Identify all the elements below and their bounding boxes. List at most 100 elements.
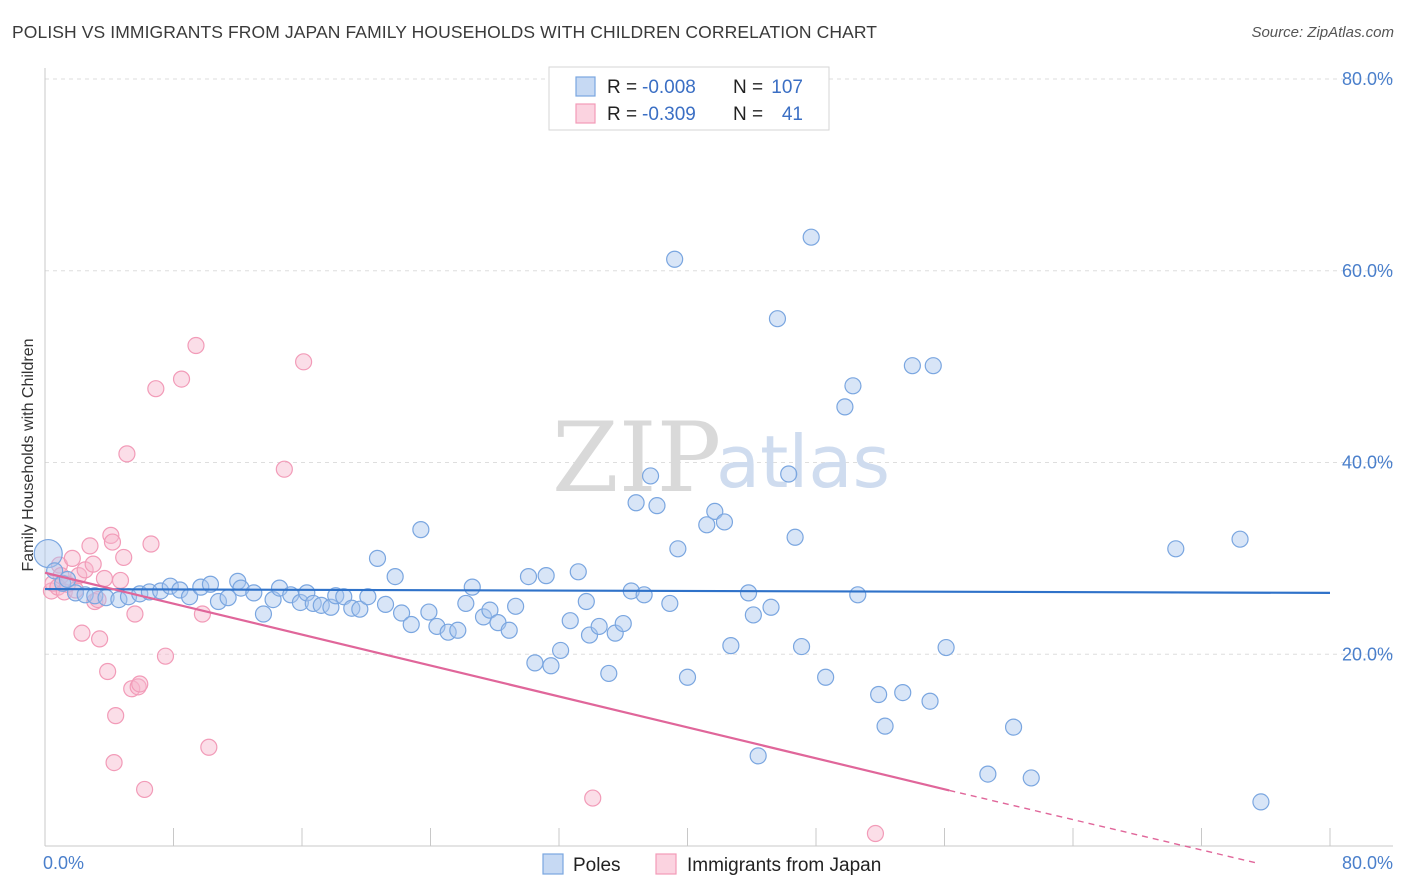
japan-point [107, 707, 125, 725]
poles-point [209, 592, 228, 611]
poles-point [722, 637, 740, 655]
japan-point [156, 647, 175, 665]
poles-point [420, 603, 438, 621]
japan-point [115, 548, 133, 567]
poles-point [715, 513, 734, 531]
poles-point [449, 621, 467, 639]
poles-point [245, 584, 263, 602]
source-label: Source: ZipAtlas.com [1251, 24, 1394, 41]
japan-point [131, 675, 149, 693]
y-tick-labels: 20.0% 40.0% 60.0% 80.0% [1342, 69, 1393, 664]
legend-n-label-poles: N = [733, 77, 763, 98]
japan-point [95, 569, 114, 588]
poles-point [232, 579, 250, 597]
poles-point [577, 592, 595, 611]
poles-point [641, 467, 660, 485]
poles-point [537, 567, 555, 585]
poles-point [749, 747, 767, 765]
japan-point [103, 533, 122, 551]
y-tick-label-80: 80.0% [1342, 69, 1393, 89]
japan-point [172, 370, 191, 388]
japan-point [105, 753, 123, 772]
legend-n-value-japan: 41 [782, 104, 803, 125]
poles-point [786, 528, 804, 546]
poles-point [844, 377, 862, 395]
poles-point [661, 594, 679, 613]
series-legend-swatch-poles [542, 853, 564, 875]
japan-trend-line-extension [949, 789, 1258, 864]
legend-r-value-japan: -0.309 [642, 104, 696, 125]
poles-point [870, 685, 888, 704]
poles-point [792, 637, 811, 656]
y-axis-label: Family Households with Children [20, 339, 37, 572]
poles-point [979, 765, 997, 783]
japan-trend-line [44, 571, 950, 792]
japan-point [135, 780, 154, 799]
poles-point [402, 615, 420, 634]
japan-point [147, 380, 165, 398]
correlation-legend: R = -0.008 N = 107 R = -0.309 N = 41 [548, 66, 830, 131]
poles-point [1252, 793, 1270, 811]
japan-point [123, 680, 141, 698]
y-tick-label-60: 60.0% [1342, 261, 1393, 281]
poles-point [542, 657, 560, 675]
chart-title: POLISH VS IMMIGRANTS FROM JAPAN FAMILY H… [12, 22, 878, 42]
poles-point [627, 494, 645, 512]
legend-swatch-japan [575, 103, 596, 124]
japan-point [99, 662, 117, 681]
japan-point [81, 537, 99, 555]
x-tick-label-min: 0.0% [43, 853, 84, 873]
series-legend-label-japan: Immigrants from Japan [687, 855, 881, 876]
poles-point [924, 357, 942, 375]
poles-point [836, 398, 854, 416]
legend-swatch-poles [575, 76, 596, 97]
poles-point [552, 641, 570, 660]
y-tick-label-20: 20.0% [1342, 644, 1393, 664]
poles-point [921, 692, 939, 710]
poles-point [519, 567, 538, 586]
poles-point [669, 540, 687, 558]
poles-point [1231, 530, 1249, 548]
japan-point [91, 630, 109, 648]
japan-point [866, 824, 885, 843]
series-legend-label-poles: Poles [573, 855, 621, 876]
poles-point [291, 593, 309, 612]
japan-point [275, 460, 293, 478]
poles-point [457, 594, 475, 613]
poles-point [876, 717, 894, 735]
poles-point [580, 626, 599, 644]
y-tick-label-40: 40.0% [1342, 453, 1393, 473]
poles-point [614, 614, 632, 633]
poles-point [1022, 769, 1040, 787]
japan-points [42, 336, 885, 843]
poles-point [1004, 718, 1023, 736]
japan-point [63, 549, 81, 567]
poles-point [351, 600, 369, 618]
series-legend: Poles Immigrants from Japan [542, 853, 881, 876]
japan-point [126, 605, 144, 623]
poles-point [802, 228, 820, 246]
poles-point [1167, 540, 1185, 558]
poles-point [561, 612, 579, 630]
poles-point [648, 497, 666, 515]
poles-point [635, 586, 653, 604]
poles-point [706, 502, 724, 520]
legend-r-value-poles: -0.008 [642, 77, 696, 98]
poles-point [201, 575, 220, 593]
japan-point [111, 571, 130, 590]
poles-point [152, 582, 170, 600]
poles-point [817, 668, 835, 686]
poles-point [903, 357, 921, 375]
poles-point [463, 578, 481, 596]
legend-r-label-japan: R = [607, 104, 637, 125]
poles-point [762, 598, 780, 616]
poles-point [359, 588, 377, 606]
poles-point [744, 606, 762, 624]
japan-point [84, 555, 102, 573]
poles-point [569, 563, 587, 581]
poles-point [192, 578, 210, 596]
series-legend-swatch-japan [655, 853, 677, 875]
trend-lines [44, 571, 1331, 864]
legend-box [548, 66, 830, 131]
